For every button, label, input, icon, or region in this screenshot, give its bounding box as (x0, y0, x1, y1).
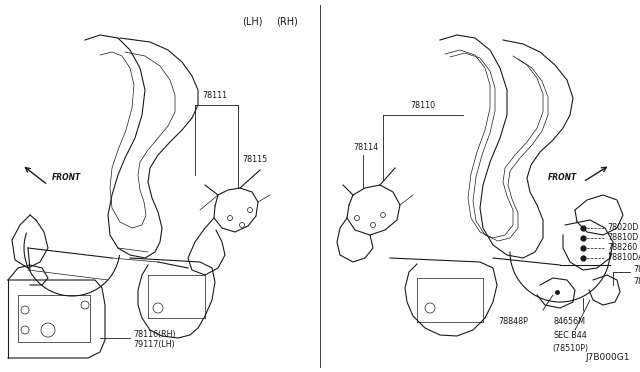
Text: 78116(RH): 78116(RH) (133, 330, 175, 339)
Text: 78810: 78810 (633, 278, 640, 286)
Text: 78810D: 78810D (607, 234, 638, 243)
Text: 79117(LH): 79117(LH) (133, 340, 175, 349)
Text: 78815P: 78815P (633, 266, 640, 275)
Text: 788260: 788260 (607, 244, 637, 253)
Text: 78111: 78111 (202, 91, 228, 100)
Text: 78810DA: 78810DA (607, 253, 640, 263)
Text: 78848P: 78848P (498, 317, 528, 327)
Text: SEC.B44: SEC.B44 (553, 331, 587, 340)
Text: (LH): (LH) (242, 17, 262, 27)
Text: 78020D: 78020D (607, 224, 638, 232)
Text: FRONT: FRONT (52, 173, 81, 183)
Text: 84656M: 84656M (554, 317, 586, 327)
Text: J7B000G1: J7B000G1 (586, 353, 630, 362)
Text: (RH): (RH) (276, 17, 298, 27)
Text: 78114: 78114 (353, 144, 378, 153)
Text: (78510P): (78510P) (552, 343, 588, 353)
Text: 78115: 78115 (242, 155, 268, 164)
Text: FRONT: FRONT (548, 173, 577, 183)
Text: 78110: 78110 (410, 101, 436, 110)
